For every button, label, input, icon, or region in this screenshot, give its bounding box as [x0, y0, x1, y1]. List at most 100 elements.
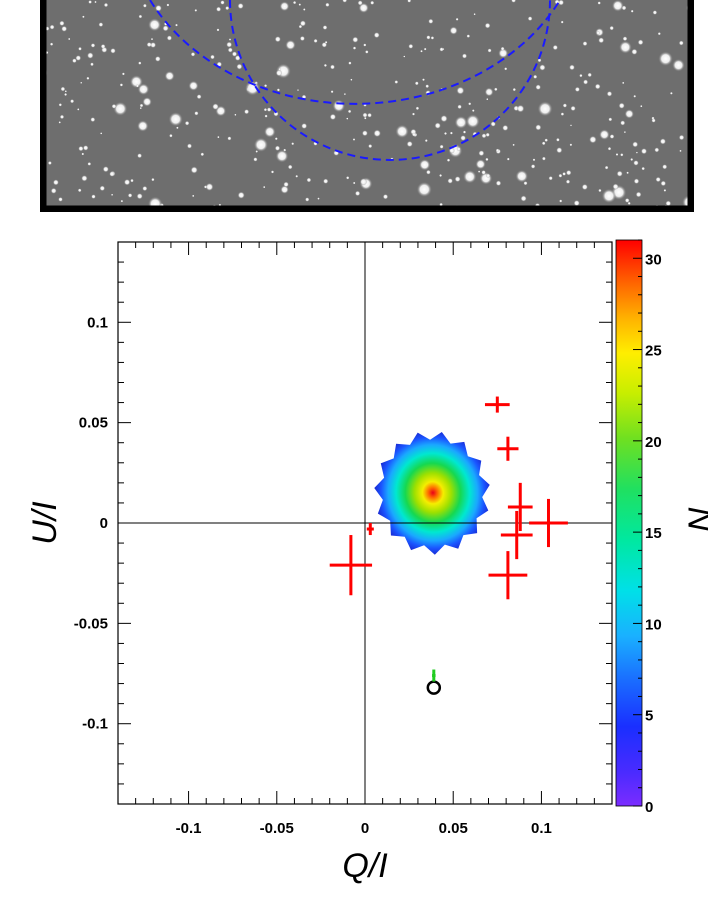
star — [285, 39, 296, 51]
star — [253, 137, 269, 152]
star — [64, 90, 67, 93]
star — [78, 46, 82, 51]
star — [61, 25, 68, 32]
star — [59, 20, 65, 26]
star — [434, 122, 441, 129]
star — [234, 55, 241, 61]
star — [449, 26, 458, 35]
star — [274, 145, 281, 151]
star — [49, 24, 55, 30]
x-tick-label: 0.1 — [531, 820, 552, 837]
star — [270, 170, 275, 174]
star — [120, 199, 124, 203]
star — [234, 113, 237, 116]
star — [620, 153, 624, 157]
star — [81, 175, 88, 182]
star — [565, 179, 571, 184]
star — [541, 156, 546, 161]
star — [343, 93, 346, 96]
star — [192, 194, 195, 198]
y-tick-label: 0.1 — [87, 314, 108, 331]
x-axis-title: Q/I — [342, 847, 388, 885]
star — [587, 72, 592, 78]
star — [478, 150, 485, 157]
red-error-cross — [488, 551, 528, 600]
colorbar-tick-label: 10 — [645, 616, 662, 633]
star — [99, 185, 106, 192]
star — [292, 0, 297, 5]
star — [426, 169, 431, 175]
star — [276, 88, 280, 92]
star — [678, 134, 685, 141]
star — [354, 190, 361, 197]
star — [100, 44, 106, 49]
star — [87, 52, 94, 59]
star — [90, 117, 96, 123]
star — [359, 178, 368, 186]
star — [367, 112, 372, 118]
colorbar-tick-label: 30 — [645, 251, 662, 268]
star — [611, 0, 624, 12]
star — [552, 44, 558, 51]
star — [64, 93, 68, 96]
dashed-circle-inner — [229, 0, 551, 161]
star — [194, 111, 199, 116]
star — [346, 117, 349, 120]
star — [444, 132, 447, 135]
star — [330, 64, 335, 70]
star — [422, 78, 425, 82]
star — [75, 55, 82, 61]
star — [456, 146, 461, 152]
y-axis-title: U/I — [26, 501, 64, 545]
star — [370, 0, 375, 5]
y-tick-label: -0.05 — [74, 615, 108, 632]
star — [329, 113, 337, 121]
red-error-cross — [507, 482, 533, 532]
star — [486, 98, 489, 101]
star — [236, 63, 243, 70]
colorbar-tick-label: 0 — [645, 799, 653, 816]
star — [619, 40, 632, 54]
star — [620, 120, 626, 126]
star — [535, 124, 542, 131]
star — [263, 185, 266, 189]
star — [237, 2, 244, 10]
star — [598, 188, 602, 193]
star — [365, 50, 369, 54]
star — [299, 35, 305, 42]
star — [162, 25, 169, 32]
star — [406, 140, 413, 148]
star — [570, 105, 576, 112]
star — [287, 164, 293, 170]
star — [454, 176, 461, 183]
star — [457, 104, 462, 110]
x-tick-label: 0.05 — [439, 820, 468, 837]
colorbar-tick-label: 5 — [645, 708, 653, 725]
star — [58, 103, 62, 107]
star — [184, 120, 190, 126]
star — [570, 124, 572, 127]
star — [90, 62, 94, 67]
star — [535, 84, 541, 90]
star — [419, 159, 431, 171]
star — [556, 137, 560, 142]
star — [562, 172, 566, 176]
star — [481, 133, 487, 139]
star — [113, 101, 128, 116]
star — [225, 6, 230, 11]
star — [78, 145, 84, 152]
star — [560, 20, 564, 24]
star — [594, 83, 601, 90]
star — [428, 18, 434, 24]
star — [110, 48, 116, 54]
x-tick-label: -0.05 — [260, 820, 294, 837]
star — [424, 139, 428, 143]
star — [275, 69, 283, 77]
star — [407, 0, 412, 3]
red-error-cross — [329, 535, 373, 596]
star — [313, 38, 318, 44]
star — [679, 149, 682, 153]
axis-ticks — [117, 241, 613, 805]
star — [533, 74, 538, 79]
star — [86, 76, 90, 80]
